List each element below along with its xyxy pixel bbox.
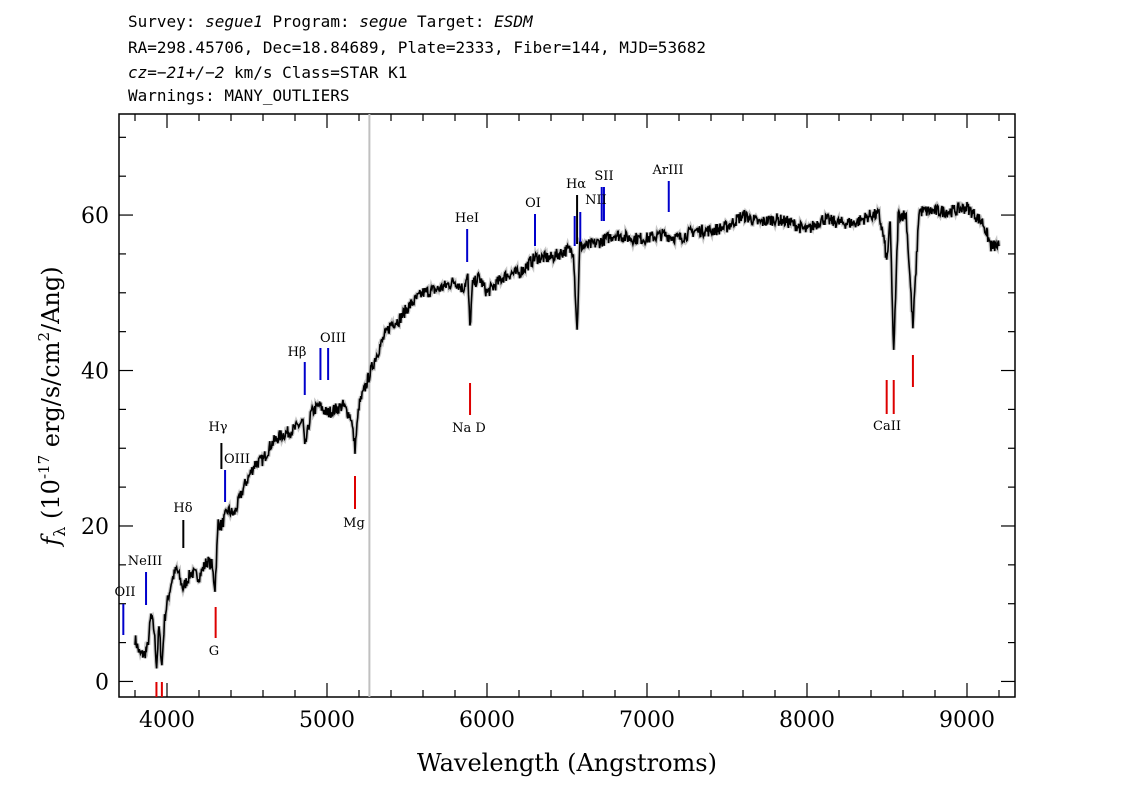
- program-name: segue: [359, 12, 408, 31]
- emission-line-label: ArIII: [651, 163, 683, 178]
- emission-line-label: OIII: [224, 452, 250, 467]
- emission-line-label: HeI: [455, 211, 479, 226]
- spectrum-line: [134, 201, 1000, 669]
- emission-line-label: SII: [594, 169, 613, 184]
- header-line-1: Survey: segue1 Program: segue Target: ES…: [128, 12, 533, 31]
- emission-line-label: Hγ: [208, 420, 227, 435]
- x-tick-label: 8000: [779, 708, 835, 733]
- header-line-3: cz=−21+/−2 km/s Class=STAR K1: [128, 63, 408, 82]
- emission-line-label: NeIII: [128, 554, 162, 569]
- x-tick-label: 5000: [299, 708, 355, 733]
- absorption-line-label: Na D: [452, 421, 486, 436]
- survey-name: segue1: [205, 12, 263, 31]
- emission-line-label: Hα: [566, 177, 586, 192]
- target-name: ESDM: [494, 12, 533, 31]
- redshift-value: cz=−21+/−2: [128, 63, 225, 82]
- y-tick-label: 0: [95, 670, 109, 695]
- emission-line-label: NII: [585, 193, 607, 208]
- absorption-line-label: CaII: [873, 419, 901, 434]
- emission-line-label: OIII: [320, 331, 346, 346]
- y-tick-label: 20: [81, 515, 109, 540]
- y-axis-title: fλ (10-17 erg/s/cm2/Ang): [35, 266, 69, 547]
- svg-text:fλ (10-17 erg/s/cm2/Ang): fλ (10-17 erg/s/cm2/Ang): [35, 266, 69, 547]
- x-tick-label: 6000: [459, 708, 515, 733]
- header-warnings: Warnings: MANY_OUTLIERS: [128, 86, 350, 105]
- emission-line-label: OI: [525, 196, 541, 211]
- header-line-2: RA=298.45706, Dec=18.84689, Plate=2333, …: [128, 38, 706, 57]
- x-tick-label: 9000: [939, 708, 995, 733]
- emission-line-label: Hδ: [173, 501, 192, 516]
- x-axis-title: Wavelength (Angstroms): [417, 749, 717, 777]
- y-tick-label: 60: [81, 204, 109, 229]
- absorption-line-label: G: [209, 644, 219, 659]
- emission-line-label: OII: [115, 585, 136, 600]
- y-tick-label: 40: [81, 360, 109, 385]
- x-tick-label: 7000: [619, 708, 675, 733]
- emission-line-label: Hβ: [288, 345, 307, 360]
- error-band: [133, 200, 1001, 669]
- absorption-line-label: Mg: [343, 516, 365, 531]
- plot-frame: [118, 113, 1016, 698]
- x-tick-label: 4000: [139, 708, 195, 733]
